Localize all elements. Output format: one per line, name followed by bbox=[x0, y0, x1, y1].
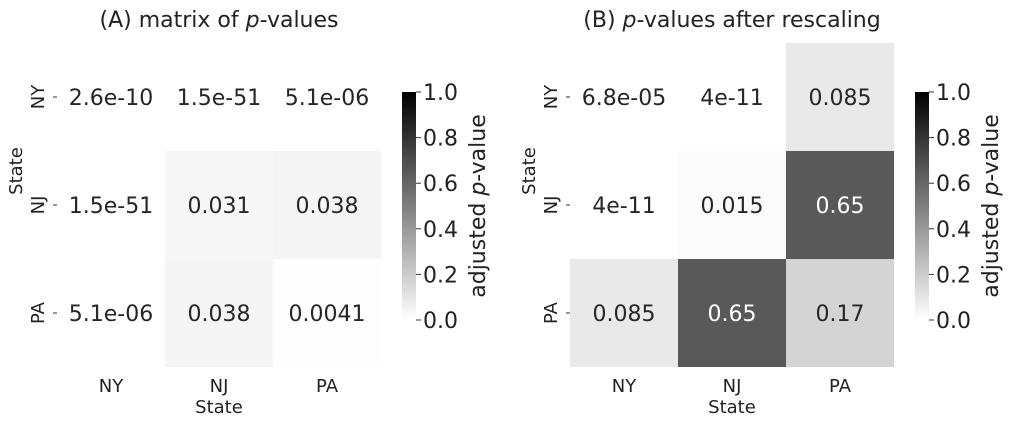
heatmap-cell bbox=[786, 43, 894, 151]
y-tick-label: PA bbox=[541, 301, 562, 324]
colorbar-tick-label: 0.4 bbox=[936, 218, 971, 243]
heatmap-cell bbox=[273, 151, 381, 259]
colorbar-tick-label: 0.6 bbox=[936, 172, 971, 197]
x-tick-label: NJ bbox=[210, 376, 229, 397]
cell-value-label: 0.015 bbox=[701, 194, 764, 219]
x-tick-label: PA bbox=[316, 376, 339, 397]
heatmap-cell bbox=[786, 151, 894, 259]
colorbar-tick-label: 0.0 bbox=[423, 309, 458, 334]
colorbar bbox=[915, 92, 929, 320]
x-axis-label: State bbox=[195, 397, 243, 418]
colorbar-tick-label: 0.6 bbox=[423, 172, 458, 197]
cell-value-label: 4e-11 bbox=[700, 86, 763, 111]
cell-value-label: 0.65 bbox=[816, 194, 865, 219]
colorbar bbox=[402, 92, 416, 320]
chart-title: (B) p-values after rescaling bbox=[583, 8, 880, 33]
heatmap-cell bbox=[678, 43, 786, 151]
heatmap-cell bbox=[57, 151, 165, 259]
colorbar-tick-label: 0.2 bbox=[936, 263, 971, 288]
heatmap-b-svg: (B) p-values after rescaling 6.8e-05 4e-11… bbox=[519, 8, 1004, 418]
colorbar-tick-label: 0.8 bbox=[423, 127, 458, 152]
cell-value-label: 5.1e-06 bbox=[285, 86, 369, 111]
cell-value-label: 4e-11 bbox=[592, 194, 655, 219]
heatmap-cell bbox=[786, 259, 894, 367]
heatmap-a-svg: (A) matrix of p-values 2.6e-10 1.5e-51 5.1e… bbox=[6, 8, 491, 418]
heatmap-cell bbox=[165, 259, 273, 367]
y-axis-label: State bbox=[6, 147, 27, 195]
y-tick-label: NJ bbox=[28, 196, 49, 215]
heatmap-cell bbox=[273, 259, 381, 367]
cell-value-label: 2.6e-10 bbox=[69, 86, 153, 111]
heatmap-cell bbox=[165, 43, 273, 151]
cell-value-label: 0.031 bbox=[188, 194, 251, 219]
cell-value-label: 0.038 bbox=[296, 194, 359, 219]
y-axis-label: State bbox=[519, 147, 540, 195]
colorbar-label: adjusted p-value bbox=[466, 114, 491, 298]
cell-value-label: 0.17 bbox=[816, 302, 865, 327]
cell-value-label: 0.085 bbox=[593, 302, 656, 327]
colorbar-tick-label: 1.0 bbox=[423, 81, 458, 106]
heatmap-cell bbox=[570, 151, 678, 259]
heatmap-cell bbox=[570, 259, 678, 367]
cell-value-label: 1.5e-51 bbox=[69, 194, 153, 219]
colorbar-tick-label: 0.2 bbox=[423, 263, 458, 288]
heatmap-cell bbox=[57, 259, 165, 367]
chart-title: (A) matrix of p-values bbox=[100, 8, 339, 33]
x-tick-label: NY bbox=[612, 376, 637, 397]
colorbar-tick-label: 0.4 bbox=[423, 218, 458, 243]
colorbar-tick-label: 0.8 bbox=[936, 127, 971, 152]
heatmap-panel-a: (A) matrix of p-values 2.6e-10 1.5e-51 5.1e… bbox=[0, 0, 513, 424]
heatmap-cell bbox=[570, 43, 678, 151]
heatmap-panel-b: (B) p-values after rescaling 6.8e-05 4e-11… bbox=[513, 0, 1027, 424]
colorbar-tick-label: 1.0 bbox=[936, 81, 971, 106]
cell-value-label: 0.0041 bbox=[289, 302, 366, 327]
heatmap-cell bbox=[165, 151, 273, 259]
cell-value-label: 0.65 bbox=[708, 302, 757, 327]
y-tick-label: NY bbox=[28, 84, 49, 109]
heatmap-cell bbox=[273, 43, 381, 151]
colorbar-label: adjusted p-value bbox=[979, 114, 1004, 298]
cell-value-label: 5.1e-06 bbox=[69, 302, 153, 327]
y-tick-label: NJ bbox=[541, 196, 562, 215]
cell-value-label: 6.8e-05 bbox=[582, 86, 666, 111]
heatmap-cell bbox=[57, 43, 165, 151]
x-tick-label: PA bbox=[829, 376, 852, 397]
y-tick-label: NY bbox=[541, 84, 562, 109]
cell-value-label: 1.5e-51 bbox=[177, 86, 261, 111]
cell-value-label: 0.038 bbox=[188, 302, 251, 327]
x-tick-label: NY bbox=[99, 376, 124, 397]
x-tick-label: NJ bbox=[723, 376, 742, 397]
heatmap-cell bbox=[678, 151, 786, 259]
cell-value-label: 0.085 bbox=[809, 86, 872, 111]
x-axis-label: State bbox=[708, 397, 756, 418]
y-tick-label: PA bbox=[28, 301, 49, 324]
heatmap-cell bbox=[678, 259, 786, 367]
colorbar-tick-label: 0.0 bbox=[936, 309, 971, 334]
